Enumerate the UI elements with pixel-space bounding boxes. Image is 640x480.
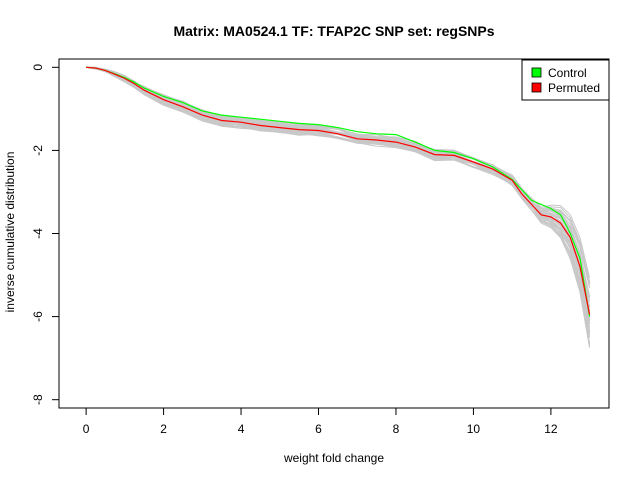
x-tick-label: 8 [393, 422, 400, 436]
permuted-run-line [86, 66, 591, 282]
permuted-run-line [86, 66, 591, 321]
permuted-run-line [86, 66, 591, 347]
series-lines [86, 66, 591, 317]
permuted-run-line [86, 66, 591, 338]
permuted-run-line [86, 66, 591, 332]
permuted-run-line [86, 66, 591, 325]
legend-label: Control [548, 66, 587, 80]
permuted-run-line [86, 66, 591, 338]
x-tick-label: 10 [467, 422, 481, 436]
x-axis-label: weight fold change [283, 451, 384, 465]
x-tick-label: 4 [238, 422, 245, 436]
y-tick-label: 0 [31, 64, 45, 71]
chart-title: Matrix: MA0524.1 TF: TFAP2C SNP set: reg… [173, 23, 494, 39]
x-tick-label: 0 [83, 422, 90, 436]
permuted-run-line [86, 66, 591, 345]
permuted-run-line [86, 66, 591, 334]
permuted-run-line [86, 66, 591, 321]
permuted-run-line [86, 66, 591, 348]
y-axis: 0 -2 -4 -6 -8 [31, 64, 59, 405]
permuted-run-line [86, 66, 591, 332]
permuted-run-line [86, 66, 591, 345]
permuted-run-line [86, 66, 591, 323]
y-tick-label: -2 [31, 145, 45, 156]
x-tick-label: 2 [160, 422, 167, 436]
series-line-control [86, 66, 591, 317]
y-tick-label: -8 [31, 394, 45, 405]
x-tick-label: 6 [315, 422, 322, 436]
x-axis: 0 2 4 6 8 10 12 [83, 408, 558, 436]
y-tick-label: -4 [31, 228, 45, 239]
y-axis-label: inverse cumulative distribution [3, 152, 17, 313]
permuted-run-line [86, 66, 591, 347]
permuted-run-line [86, 66, 591, 335]
legend-box [521, 59, 610, 101]
x-tick-label: 12 [544, 422, 558, 436]
permuted-run-line [86, 66, 591, 333]
legend-swatch [531, 67, 542, 78]
permuted-run-line [86, 66, 591, 344]
permuted-background-lines [86, 66, 591, 348]
y-tick-label: -6 [31, 311, 45, 322]
permuted-run-line [86, 66, 591, 320]
legend-label: Permuted [548, 81, 600, 95]
legend-swatch [531, 82, 542, 93]
permuted-run-line [86, 66, 591, 348]
series-line-permuted [86, 66, 591, 315]
permuted-run-line [86, 66, 591, 328]
plot-frame [58, 58, 610, 409]
